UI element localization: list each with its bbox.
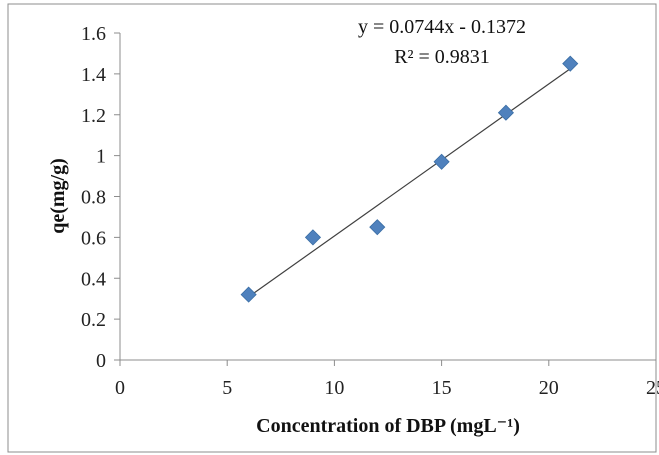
- y-tick-label: 0.2: [81, 309, 106, 331]
- x-axis-ticks: 0 5 10 15 20 25: [115, 360, 659, 399]
- x-tick-label: 20: [539, 377, 559, 399]
- x-tick-label: 15: [432, 377, 452, 399]
- y-tick-label: 1.4: [81, 64, 106, 86]
- x-tick-label: 25: [646, 377, 659, 399]
- y-axis-ticks: 0 0.2 0.4 0.6 0.8 1 1.2 1.4 1.6: [81, 23, 120, 372]
- y-tick-label: 1: [96, 146, 106, 168]
- x-tick-label: 10: [324, 377, 344, 399]
- y-tick-label: 0.8: [81, 187, 106, 209]
- data-point: [433, 153, 450, 170]
- x-tick-label: 5: [222, 377, 232, 399]
- r-squared-label: R² = 0.9831: [394, 46, 490, 68]
- data-markers: [240, 55, 579, 303]
- data-point: [240, 286, 257, 303]
- trendline-equation: y = 0.0744x - 0.1372: [358, 16, 526, 38]
- y-tick-label: 1.6: [81, 23, 106, 45]
- y-axis-title: qe(mg/g): [47, 158, 69, 234]
- data-point: [497, 104, 514, 121]
- trendline: [248, 68, 571, 298]
- y-tick-label: 0.6: [81, 227, 106, 249]
- y-tick-label: 0: [96, 350, 106, 372]
- x-tick-label: 0: [115, 377, 125, 399]
- data-point: [369, 219, 386, 236]
- data-point: [562, 55, 579, 72]
- y-tick-label: 1.2: [81, 105, 106, 127]
- chart-border: [7, 3, 657, 453]
- data-point: [304, 229, 322, 246]
- x-axis-title: Concentration of DBP (mgL⁻¹): [256, 415, 520, 437]
- y-tick-label: 0.4: [81, 268, 106, 290]
